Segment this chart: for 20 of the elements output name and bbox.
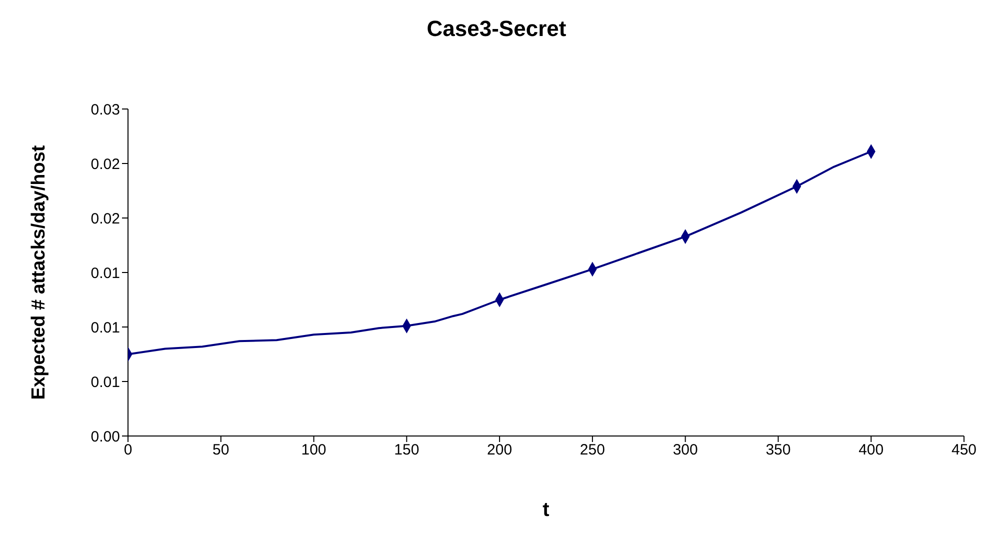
x-tick-label: 250	[580, 442, 605, 459]
y-tick-label: 0.01	[90, 319, 120, 336]
x-tick-label: 200	[487, 442, 512, 459]
x-tick-label: 50	[212, 442, 230, 459]
x-tick-label: 300	[672, 442, 698, 459]
x-tick-label: 0	[124, 442, 132, 459]
x-tick-label: 350	[766, 442, 791, 459]
y-tick-label: 0.01	[90, 264, 120, 282]
x-tick-label: 100	[301, 442, 326, 459]
y-tick-label: 0.01	[90, 374, 120, 391]
y-tick-label: 0.03	[90, 101, 120, 118]
x-axis-title: t	[542, 499, 550, 521]
y-tick-label: 0.02	[90, 210, 120, 228]
x-tick-label: 450	[951, 442, 977, 459]
y-tick-label: 0.00	[90, 428, 120, 446]
y-axis-title: Expected # attacks/day/host	[28, 144, 50, 400]
x-tick-label: 150	[394, 442, 420, 459]
chart-title: Case3-Secret	[426, 16, 568, 42]
y-tick-label: 0.02	[90, 156, 120, 173]
x-tick-label: 400	[858, 442, 884, 459]
